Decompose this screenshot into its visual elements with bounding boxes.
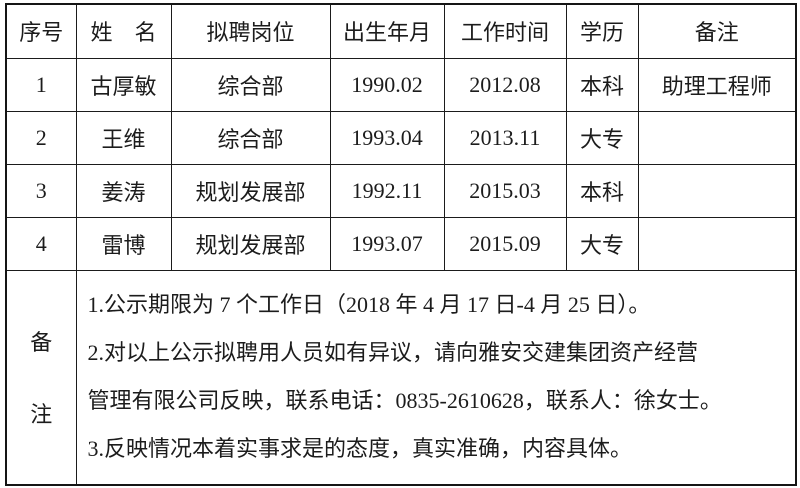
header-cell-position: 拟聘岗位 <box>170 3 331 59</box>
cell-position: 综合部 <box>170 57 331 112</box>
header-cell-remark: 备注 <box>637 3 797 59</box>
cell-name: 古厚敏 <box>75 57 172 112</box>
cell-birth-date: 1990.02 <box>329 57 445 112</box>
header-cell-education: 学历 <box>565 3 639 59</box>
cell-work-time: 2015.03 <box>443 163 567 218</box>
table-row: 1 古厚敏 综合部 1990.02 2012.08 本科 助理工程师 <box>5 57 797 112</box>
cell-seq: 1 <box>5 57 77 112</box>
cell-remark <box>637 216 797 271</box>
cell-position: 规划发展部 <box>170 216 331 271</box>
remarks-row: 备 注 1.公示期限为 7 个工作日（2018 年 4 月 17 日-4 月 2… <box>5 269 797 485</box>
cell-work-time: 2013.11 <box>443 110 567 165</box>
header-cell-seq: 序号 <box>5 3 77 59</box>
remarks-content: 1.公示期限为 7 个工作日（2018 年 4 月 17 日-4 月 25 日）… <box>75 269 797 485</box>
remarks-line: 1.公示期限为 7 个工作日（2018 年 4 月 17 日-4 月 25 日）… <box>87 292 651 318</box>
cell-education: 大专 <box>565 216 639 271</box>
cell-birth-date: 1993.07 <box>329 216 445 271</box>
cell-name: 王维 <box>75 110 172 165</box>
remarks-line: 3.反映情况本着实事求是的态度，真实准确，内容具体。 <box>87 435 633 461</box>
cell-work-time: 2012.08 <box>443 57 567 112</box>
cell-position: 综合部 <box>170 110 331 165</box>
table-row: 3 姜涛 规划发展部 1992.11 2015.03 本科 <box>5 163 797 218</box>
cell-seq: 3 <box>5 163 77 218</box>
cell-name: 姜涛 <box>75 163 172 218</box>
remarks-label: 备 注 <box>5 269 77 485</box>
header-cell-birth-date: 出生年月 <box>329 3 445 59</box>
cell-birth-date: 1993.04 <box>329 110 445 165</box>
table-row: 4 雷博 规划发展部 1993.07 2015.09 大专 <box>5 216 797 271</box>
cell-birth-date: 1992.11 <box>329 163 445 218</box>
cell-education: 本科 <box>565 163 639 218</box>
header-row: 序号 姓 名 拟聘岗位 出生年月 工作时间 学历 备注 <box>5 3 797 59</box>
header-cell-name: 姓 名 <box>75 3 172 59</box>
remarks-label-char: 备 <box>30 330 53 355</box>
cell-position: 规划发展部 <box>170 163 331 218</box>
cell-seq: 4 <box>5 216 77 271</box>
cell-name: 雷博 <box>75 216 172 271</box>
cell-education: 本科 <box>565 57 639 112</box>
cell-remark <box>637 110 797 165</box>
cell-seq: 2 <box>5 110 77 165</box>
recruitment-publicity-table: 序号 姓 名 拟聘岗位 出生年月 工作时间 学历 备注 1 古厚敏 综合部 19… <box>5 3 797 486</box>
remarks-label-char: 注 <box>30 402 53 427</box>
cell-remark: 助理工程师 <box>637 57 797 112</box>
header-cell-work-time: 工作时间 <box>443 3 567 59</box>
remarks-line: 管理有限公司反映，联系电话：0835-2610628，联系人：徐女士。 <box>87 387 722 413</box>
cell-education: 大专 <box>565 110 639 165</box>
cell-remark <box>637 163 797 218</box>
remarks-line: 2.对以上公示拟聘用人员如有异议，请向雅安交建集团资产经营 <box>87 340 699 366</box>
table-row: 2 王维 综合部 1993.04 2013.11 大专 <box>5 110 797 165</box>
cell-work-time: 2015.09 <box>443 216 567 271</box>
